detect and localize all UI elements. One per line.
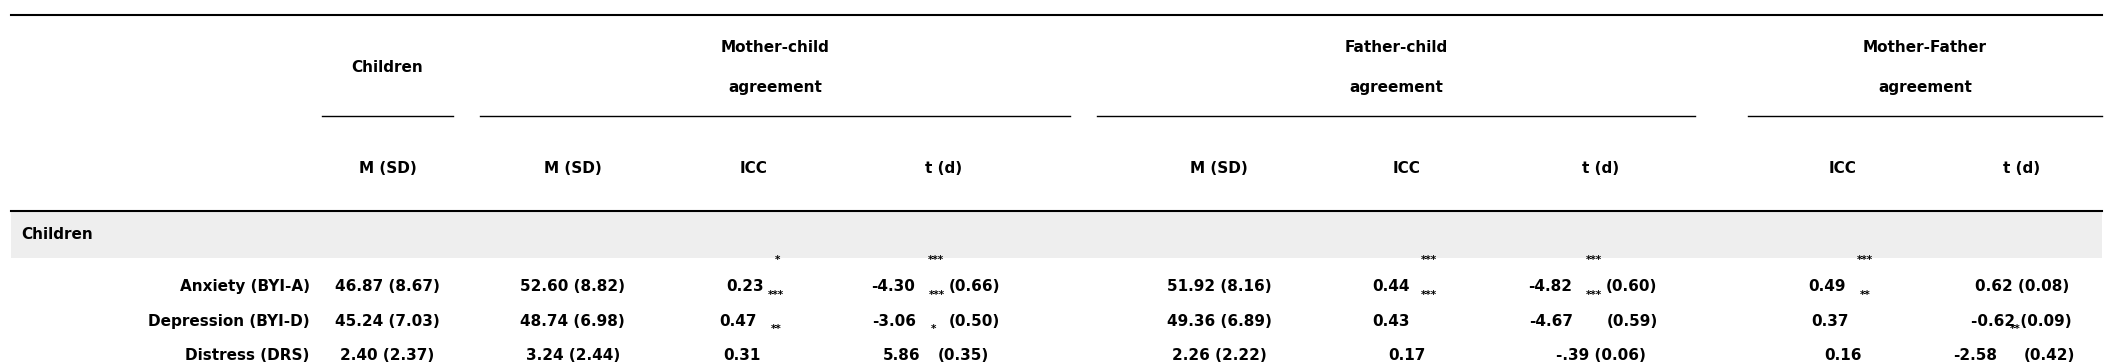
Text: ***: *** <box>1857 254 1872 265</box>
Text: Father-child: Father-child <box>1344 40 1449 55</box>
Text: M (SD): M (SD) <box>543 161 602 176</box>
Text: Mother-child: Mother-child <box>720 40 830 55</box>
Text: (0.42): (0.42) <box>2024 348 2074 363</box>
Text: (0.66): (0.66) <box>950 279 1000 294</box>
Text: (0.59): (0.59) <box>1607 314 1657 330</box>
Text: M (SD): M (SD) <box>358 161 417 176</box>
Text: Children: Children <box>21 227 93 242</box>
Text: 2.26 (2.22): 2.26 (2.22) <box>1173 348 1266 363</box>
Text: (0.50): (0.50) <box>950 314 1000 330</box>
Text: 5.86: 5.86 <box>882 348 920 363</box>
Text: ***: *** <box>769 290 783 300</box>
Text: ***: *** <box>1422 254 1436 265</box>
Text: ICC: ICC <box>1828 161 1857 176</box>
Text: ***: *** <box>1586 254 1601 265</box>
Text: M (SD): M (SD) <box>1190 161 1249 176</box>
Text: t (d): t (d) <box>925 161 962 176</box>
Text: 0.43: 0.43 <box>1373 314 1409 330</box>
Text: (0.35): (0.35) <box>937 348 990 363</box>
Text: t (d): t (d) <box>2003 161 2041 176</box>
Text: 2.40 (2.37): 2.40 (2.37) <box>341 348 434 363</box>
Text: ***: *** <box>1422 290 1436 300</box>
Text: **: ** <box>771 323 781 334</box>
Text: -3.06: -3.06 <box>872 314 916 330</box>
Text: 0.37: 0.37 <box>1811 314 1849 330</box>
Text: ***: *** <box>929 254 943 265</box>
Text: 0.31: 0.31 <box>722 348 760 363</box>
Text: 0.49: 0.49 <box>1809 279 1845 294</box>
Text: Anxiety (BYI-A): Anxiety (BYI-A) <box>179 279 310 294</box>
Text: 0.62 (0.08): 0.62 (0.08) <box>1975 279 2068 294</box>
Text: -.39 (0.06): -.39 (0.06) <box>1556 348 1645 363</box>
Text: ICC: ICC <box>739 161 769 176</box>
Text: Children: Children <box>352 60 423 75</box>
Text: 52.60 (8.82): 52.60 (8.82) <box>520 279 625 294</box>
Text: -0.62 (0.09): -0.62 (0.09) <box>1971 314 2072 330</box>
Text: 3.24 (2.44): 3.24 (2.44) <box>526 348 619 363</box>
Text: 45.24 (7.03): 45.24 (7.03) <box>335 314 440 330</box>
Text: **: ** <box>2009 323 2022 334</box>
Text: ICC: ICC <box>1392 161 1422 176</box>
Text: agreement: agreement <box>1350 79 1443 95</box>
Text: agreement: agreement <box>729 79 821 95</box>
Text: ***: *** <box>929 290 943 300</box>
Text: -2.58: -2.58 <box>1952 348 1996 363</box>
Text: 0.17: 0.17 <box>1388 348 1426 363</box>
Text: t (d): t (d) <box>1582 161 1620 176</box>
Text: 51.92 (8.16): 51.92 (8.16) <box>1167 279 1272 294</box>
Text: 46.87 (8.67): 46.87 (8.67) <box>335 279 440 294</box>
Text: 49.36 (6.89): 49.36 (6.89) <box>1167 314 1272 330</box>
Text: 48.74 (6.98): 48.74 (6.98) <box>520 314 625 330</box>
Text: -4.30: -4.30 <box>872 279 916 294</box>
Text: *: * <box>931 323 937 334</box>
Text: -4.67: -4.67 <box>1529 314 1573 330</box>
Text: Mother-Father: Mother-Father <box>1864 40 1986 55</box>
Text: Depression (BYI-D): Depression (BYI-D) <box>147 314 310 330</box>
Text: -4.82: -4.82 <box>1529 279 1573 294</box>
Bar <box>11 211 2102 258</box>
Text: Distress (DRS): Distress (DRS) <box>185 348 310 363</box>
Text: **: ** <box>1860 290 1870 300</box>
Text: *: * <box>775 254 779 265</box>
Text: (0.60): (0.60) <box>1607 279 1657 294</box>
Text: ***: *** <box>1586 290 1601 300</box>
Text: 0.47: 0.47 <box>720 314 756 330</box>
Text: 0.23: 0.23 <box>727 279 764 294</box>
Text: 0.44: 0.44 <box>1373 279 1409 294</box>
Text: agreement: agreement <box>1879 79 1971 95</box>
Text: 0.16: 0.16 <box>1824 348 1862 363</box>
